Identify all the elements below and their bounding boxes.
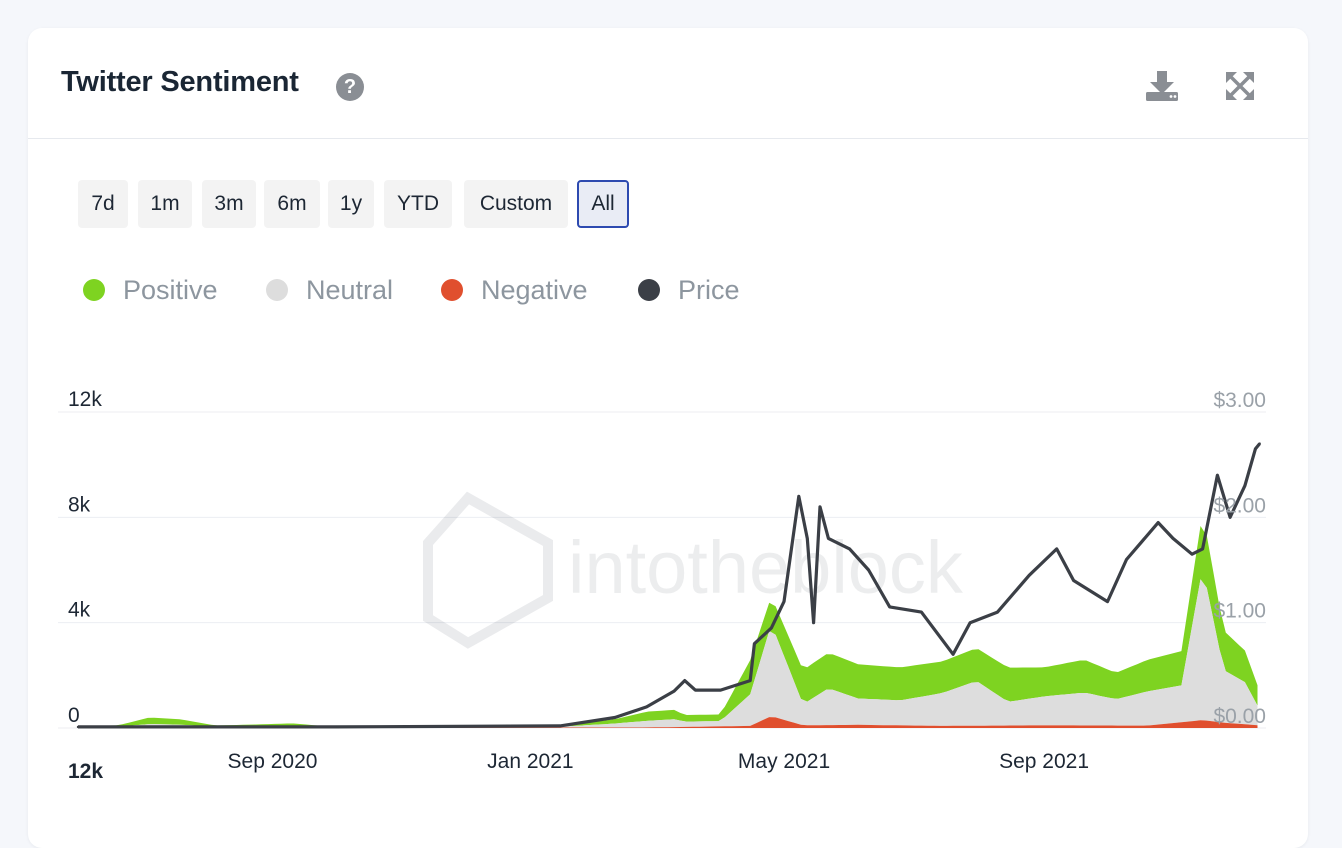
range-button-6m[interactable]: 6m: [264, 180, 320, 228]
price-point: [672, 689, 676, 693]
price-point: [951, 653, 955, 656]
price-point: [888, 605, 891, 609]
price-point: [1171, 537, 1175, 540]
y-right-tick-label: $0.00: [1213, 705, 1266, 728]
price-point: [920, 610, 923, 614]
price-point: [719, 688, 722, 692]
y-left-tick-label: 0: [68, 704, 80, 727]
area-series-negative: [78, 717, 1258, 728]
price-point: [749, 679, 752, 682]
range-button-1y[interactable]: 1y: [328, 180, 374, 228]
legend-marker-positive: [83, 279, 105, 301]
watermark-logo-shape: [423, 491, 553, 649]
price-point: [1055, 547, 1058, 551]
price-point: [613, 716, 617, 719]
price-point: [76, 725, 80, 729]
price-point: [1254, 447, 1257, 451]
range-button-1m[interactable]: 1m: [138, 180, 192, 228]
price-point: [753, 642, 756, 645]
watermark-text: intotheblock: [568, 526, 964, 609]
navigator-axis-label: 12k: [68, 760, 104, 783]
price-point: [968, 621, 972, 624]
range-button-custom[interactable]: Custom: [464, 180, 568, 228]
question-circle-icon[interactable]: ?: [336, 73, 364, 101]
price-point: [827, 537, 830, 540]
price-point: [1216, 474, 1219, 477]
legend-marker-negative: [441, 279, 463, 301]
y-left-tick-label: 8k: [68, 493, 91, 516]
sentiment-chart: intotheblock 0 4k 8k 12k $0.00 $1.00 $2.00 $3.00…: [58, 388, 1266, 773]
price-point: [1072, 579, 1075, 582]
price-point: [1028, 574, 1031, 577]
price-point: [683, 679, 686, 682]
price-point: [797, 495, 801, 498]
y-left-tick-label: 4k: [68, 599, 91, 622]
range-button-7d[interactable]: 7d: [78, 180, 128, 228]
price-point: [1125, 558, 1128, 561]
price-point: [812, 621, 815, 624]
price-point: [818, 505, 822, 508]
price-point: [1258, 442, 1261, 445]
price-point: [782, 600, 786, 603]
download-icon: [1146, 71, 1178, 101]
legend-item-negative[interactable]: Negative: [441, 270, 588, 310]
price-point: [558, 724, 562, 728]
legend-item-positive[interactable]: Positive: [83, 270, 218, 310]
x-tick-label: May 2021: [738, 750, 830, 773]
legend-item-price[interactable]: Price: [638, 270, 740, 310]
legend-label-neutral: Neutral: [306, 274, 394, 305]
price-point: [996, 610, 999, 614]
card-header: Twitter Sentiment ?: [28, 28, 1308, 139]
price-point: [1190, 553, 1194, 556]
legend-label-price: Price: [678, 274, 740, 305]
expand-arrows-icon: [1226, 72, 1254, 100]
legend-marker-neutral: [266, 279, 288, 301]
price-point: [806, 537, 809, 540]
price-point: [645, 705, 648, 709]
watermark-logo: [423, 491, 553, 649]
price-point: [1156, 521, 1160, 524]
price-point: [694, 688, 697, 692]
download-button[interactable]: [1140, 64, 1184, 108]
y-right-tick-label: $1.00: [1213, 600, 1266, 623]
y-right-tick-label: $2.00: [1213, 494, 1266, 517]
y-left-tick-label: 12k: [68, 388, 102, 411]
y-right-tick-label: $3.00: [1213, 389, 1266, 412]
legend-marker-price: [638, 279, 660, 301]
price-point: [1106, 600, 1109, 603]
legend-item-neutral[interactable]: Neutral: [266, 270, 393, 310]
price-point: [770, 626, 773, 630]
card-title: Twitter Sentiment: [61, 66, 299, 98]
area-series-positive: [78, 526, 1258, 728]
legend-label-positive: Positive: [123, 274, 218, 305]
price-point: [1243, 484, 1247, 487]
price-point: [334, 725, 338, 729]
range-button-ytd[interactable]: YTD: [384, 180, 452, 228]
expand-button[interactable]: [1218, 64, 1262, 108]
price-point: [867, 568, 870, 572]
x-tick-label: Jan 2021: [487, 750, 573, 773]
legend-label-negative: Negative: [481, 274, 588, 305]
x-tick-label: Sep 2021: [999, 750, 1089, 773]
price-point: [1201, 547, 1204, 551]
price-point: [1228, 516, 1232, 519]
x-tick-label: Sep 2020: [228, 750, 318, 773]
range-button-3m[interactable]: 3m: [202, 180, 256, 228]
twitter-sentiment-card: Twitter Sentiment ?: [28, 28, 1308, 848]
area-series-neutral: [78, 579, 1258, 728]
price-point: [848, 547, 851, 551]
range-button-all[interactable]: All: [577, 180, 629, 228]
